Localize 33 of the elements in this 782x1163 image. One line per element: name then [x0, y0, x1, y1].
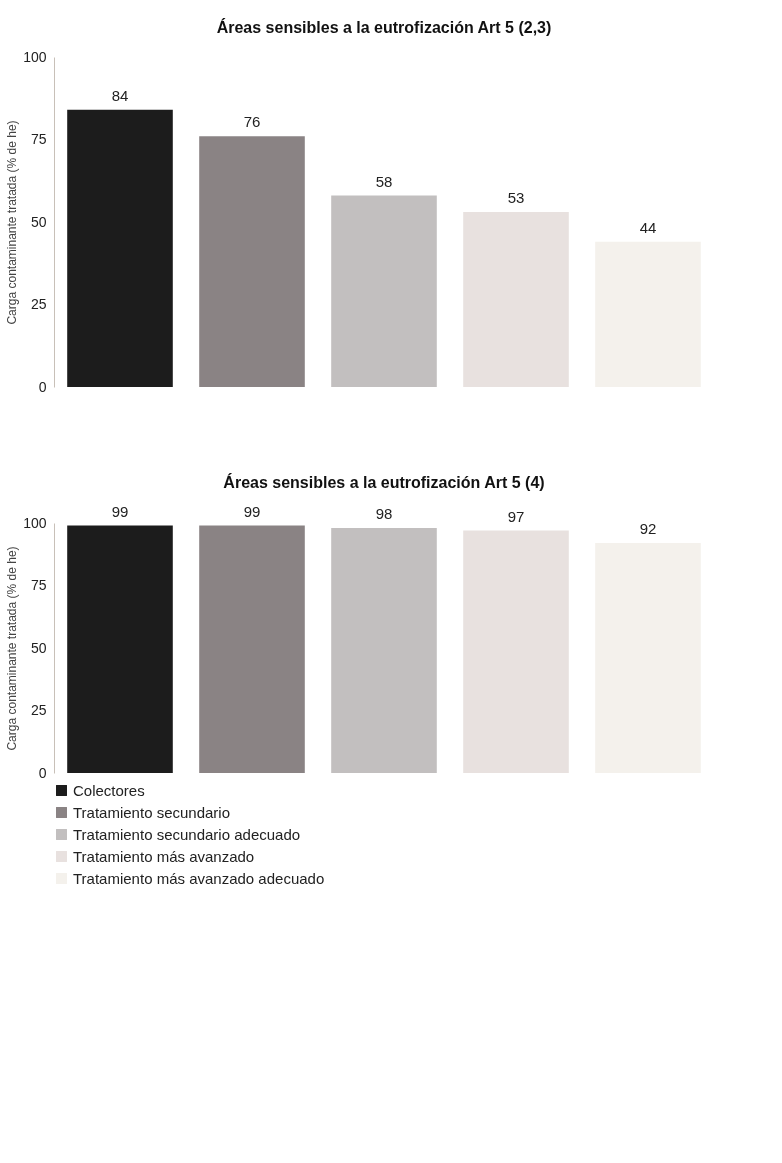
legend-label: Tratamiento secundario adecuado — [73, 825, 301, 843]
data-label: 58 — [375, 172, 393, 190]
y-tick-label: 100 — [23, 48, 47, 65]
data-label: 84 — [111, 86, 129, 104]
y-tick-label: 75 — [30, 577, 47, 593]
legend-label: Tratamiento más avanzado adecuado — [73, 869, 325, 887]
legend-label: Tratamiento más avanzado — [73, 847, 255, 865]
data-label: 44 — [639, 218, 657, 236]
legend-label: Tratamiento secundario — [73, 803, 231, 821]
y-tick-label: 50 — [30, 213, 47, 230]
chart-title: Áreas sensibles a la eutrofización Art 5 (4) — [223, 472, 545, 491]
data-label: 53 — [507, 189, 525, 207]
y-axis-title: Carga contaminante tratada (% de he) — [5, 120, 20, 325]
y-tick-label: 0 — [38, 764, 47, 781]
y-tick-label: 50 — [30, 639, 47, 656]
data-label: 97 — [507, 507, 525, 525]
data-label: 99 — [243, 502, 261, 520]
legend-label: Colectores — [73, 781, 145, 799]
data-label: 98 — [375, 505, 393, 522]
y-axis-title: Carga contaminante tratada (% de he) — [5, 546, 20, 751]
bar — [463, 212, 569, 387]
data-label: 99 — [111, 502, 129, 520]
data-label: 92 — [639, 520, 657, 537]
y-tick-label: 100 — [23, 514, 47, 531]
bar — [199, 136, 305, 387]
data-label: 76 — [243, 113, 261, 131]
y-tick-label: 25 — [30, 702, 47, 718]
y-tick-label: 0 — [38, 378, 47, 395]
y-tick-label: 75 — [30, 131, 47, 147]
bar — [67, 109, 173, 387]
bar — [331, 195, 437, 387]
chart-title: Áreas sensibles a la eutrofización Art 5 (2,3) — [216, 18, 552, 36]
y-tick-label: 25 — [30, 296, 47, 312]
